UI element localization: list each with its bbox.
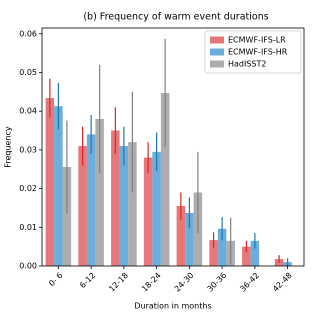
y-tick-label: 0.01 [19,223,37,232]
x-tick-label: 6-12 [78,271,97,290]
legend-label: ECMWF-IFS-HR [228,48,288,57]
bar [185,212,194,266]
x-tick-label: 0- 6 [47,271,64,288]
legend-label: ECMWF-IFS-LR [228,36,286,45]
legend-box [204,30,302,74]
x-tick-label: 18-24 [140,271,163,294]
bar [54,106,63,266]
x-tick-label: 36-42 [238,271,261,294]
y-tick-label: 0.00 [19,262,37,271]
bar [62,166,72,266]
legend-label: HadISST2 [228,60,267,69]
bar [119,146,129,266]
y-axis-label: Frequency [4,126,13,168]
bar [152,151,161,266]
y-tick-label: 0.04 [19,107,37,116]
bar [176,206,186,266]
bar [86,134,96,266]
bar [143,157,153,266]
chart-title: (b) Frequency of warm event durations [83,12,268,23]
legend-swatch [210,36,224,44]
y-tick-label: 0.02 [19,184,37,193]
x-axis-label: Duration in months [134,302,211,311]
bar [78,146,87,266]
bar [217,228,227,266]
x-tick-label: 24-30 [173,271,196,294]
x-tick-label: 30-36 [206,271,229,294]
bar [111,130,120,266]
x-tick-label: 42-48 [271,271,294,294]
plot-frame [41,27,305,267]
bar [209,240,218,266]
bar [45,98,55,266]
bar [250,240,260,266]
y-tick-label: 0.03 [19,145,37,154]
y-tick-label: 0.06 [19,29,37,38]
bar [160,93,170,266]
legend-swatch [210,48,224,56]
bar [128,142,137,266]
bar [95,118,104,267]
bar [242,246,251,266]
legend-swatch [210,60,224,68]
x-tick-label: 12-18 [107,271,130,294]
y-tick-label: 0.05 [19,68,37,77]
